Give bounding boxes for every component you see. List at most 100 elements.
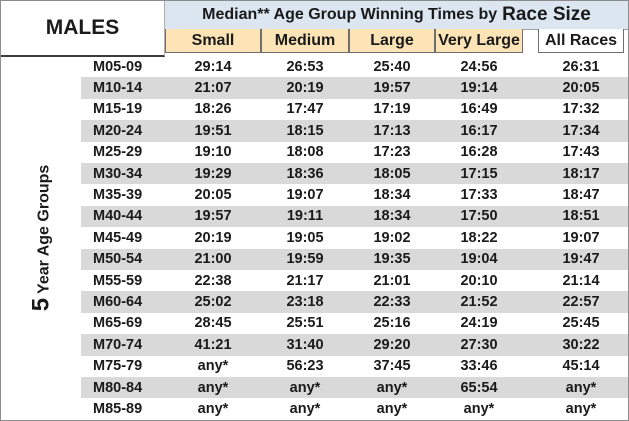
table-row: M60-64 25:02 23:18 22:33 21:52 22:57: [81, 291, 628, 313]
table-row: M55-59 22:38 21:17 21:01 20:10 21:14: [81, 270, 628, 291]
large-time-cell: 37:45: [373, 358, 411, 375]
all-races-time-cell: 22:57: [562, 294, 600, 311]
all-races-time-cell: 21:14: [562, 272, 600, 289]
very-large-time-cell: 24:56: [460, 58, 498, 75]
very-large-time-cell: 19:04: [460, 251, 498, 268]
age-group-cell: M65-69: [93, 315, 143, 332]
table-row: M80-84 any* any* any* 65:54 any*: [81, 377, 628, 399]
all-races-time-cell: 17:34: [562, 122, 600, 139]
age-group-number: 5: [27, 297, 54, 312]
age-group-cell: M55-59: [93, 272, 143, 289]
small-time-cell: 20:19: [194, 229, 232, 246]
medium-time-cell: 26:53: [286, 58, 324, 75]
age-group-cell: M80-84: [93, 379, 143, 396]
small-time-cell: 28:45: [194, 315, 232, 332]
very-large-time-cell: 16:49: [460, 101, 498, 118]
column-header-small: Small: [165, 29, 261, 53]
large-time-cell: 17:23: [373, 144, 411, 161]
very-large-time-cell: 24:19: [460, 315, 498, 332]
medium-time-cell: 20:19: [286, 80, 324, 97]
medium-time-cell: 56:23: [286, 358, 324, 375]
all-races-time-cell: 19:07: [562, 229, 600, 246]
column-header-medium: Medium: [261, 29, 349, 53]
all-races-time-cell: 30:22: [562, 336, 600, 353]
medium-time-cell: 21:17: [286, 272, 324, 289]
large-time-cell: 18:34: [373, 208, 411, 225]
age-group-cell: M45-49: [93, 229, 143, 246]
all-races-time-cell: 17:43: [562, 144, 600, 161]
large-time-cell: 19:35: [373, 251, 411, 268]
medium-time-cell: 17:47: [286, 101, 324, 118]
very-large-time-cell: 27:30: [460, 336, 498, 353]
all-races-time-cell: 18:47: [562, 187, 600, 204]
large-time-cell: 19:57: [373, 80, 411, 97]
all-races-time-cell: 19:47: [562, 251, 600, 268]
age-group-cell: M60-64: [93, 294, 143, 311]
very-large-time-cell: 65:54: [460, 379, 498, 396]
medium-time-cell: 23:18: [286, 294, 324, 311]
sex-label: MALES: [1, 1, 165, 57]
all-races-time-cell: any*: [565, 379, 597, 396]
all-races-time-cell: any*: [565, 401, 597, 418]
age-group-cell: M70-74: [93, 336, 143, 353]
table-row: M65-69 28:45 25:51 25:16 24:19 25:45: [81, 313, 628, 334]
table-row: M15-19 18:26 17:47 17:19 16:49 17:32: [81, 99, 628, 120]
large-time-cell: 17:13: [373, 122, 411, 139]
all-races-time-cell: 17:32: [562, 101, 600, 118]
large-time-cell: 19:02: [373, 229, 411, 246]
large-time-cell: 18:05: [373, 165, 411, 182]
age-group-axis-label: 5 Year Age Groups: [1, 56, 81, 420]
age-group-cell: M25-29: [93, 144, 143, 161]
medium-time-cell: 18:15: [286, 122, 324, 139]
medium-time-cell: 31:40: [286, 336, 324, 353]
large-time-cell: 25:16: [373, 315, 411, 332]
small-time-cell: 22:38: [194, 272, 232, 289]
table-row: M05-09 29:14 26:53 25:40 24:56 26:31: [81, 56, 628, 77]
age-group-cell: M05-09: [93, 58, 143, 75]
small-time-cell: 29:14: [194, 58, 232, 75]
medium-time-cell: 19:07: [286, 187, 324, 204]
small-time-cell: 25:02: [194, 294, 232, 311]
table-row: M70-74 41:21 31:40 29:20 27:30 30:22: [81, 334, 628, 356]
small-time-cell: 18:26: [194, 101, 232, 118]
very-large-time-cell: 17:15: [460, 165, 498, 182]
very-large-time-cell: 17:33: [460, 187, 498, 204]
small-time-cell: 20:05: [194, 187, 232, 204]
age-group-cell: M15-19: [93, 101, 143, 118]
table-row: M30-34 19:29 18:36 18:05 17:15 18:17: [81, 163, 628, 185]
age-group-cell: M50-54: [93, 251, 143, 268]
age-group-cell: M30-34: [93, 165, 143, 182]
small-time-cell: 19:29: [194, 165, 232, 182]
age-group-cell: M20-24: [93, 122, 143, 139]
small-time-cell: 21:00: [194, 251, 232, 268]
very-large-time-cell: 16:17: [460, 122, 498, 139]
small-time-cell: 21:07: [194, 80, 232, 97]
table-row: M85-89 any* any* any* any* any*: [81, 398, 628, 419]
table-row: M10-14 21:07 20:19 19:57 19:14 20:05: [81, 77, 628, 99]
medium-time-cell: 19:11: [286, 208, 324, 225]
large-time-cell: any*: [376, 379, 408, 396]
small-time-cell: 41:21: [194, 336, 232, 353]
very-large-time-cell: 21:52: [460, 294, 498, 311]
table-row: M75-79 any* 56:23 37:45 33:46 45:14: [81, 356, 628, 377]
small-time-cell: 19:57: [194, 208, 232, 225]
age-group-cell: M35-39: [93, 187, 143, 204]
very-large-time-cell: any*: [463, 401, 495, 418]
table-row: M45-49 20:19 19:05 19:02 18:22 19:07: [81, 227, 628, 248]
large-time-cell: 25:40: [373, 58, 411, 75]
very-large-time-cell: 19:14: [460, 80, 498, 97]
age-group-cell: M40-44: [93, 208, 143, 225]
small-time-cell: any*: [197, 358, 229, 375]
medium-time-cell: 19:05: [286, 229, 324, 246]
table-row: M40-44 19:57 19:11 18:34 17:50 18:51: [81, 205, 628, 228]
age-group-cell: M75-79: [93, 358, 143, 375]
very-large-time-cell: 20:10: [460, 272, 498, 289]
medium-time-cell: 18:08: [286, 144, 324, 161]
medium-time-cell: 18:36: [286, 165, 324, 182]
medium-time-cell: any*: [289, 401, 321, 418]
table-row: M35-39 20:05 19:07 18:34 17:33 18:47: [81, 184, 628, 205]
large-time-cell: 18:34: [373, 187, 411, 204]
all-races-time-cell: 18:51: [562, 208, 600, 225]
age-group-cell: M85-89: [93, 401, 143, 418]
